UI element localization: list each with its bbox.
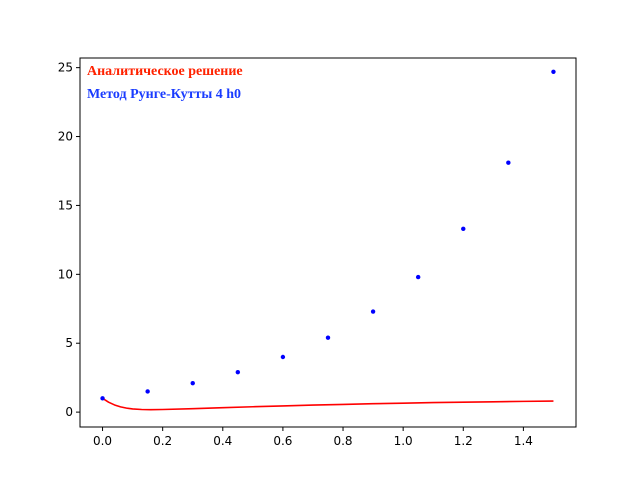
x-tick-label: 0.6 (273, 434, 292, 448)
y-tick-label: 25 (58, 61, 73, 75)
rk4-point (280, 354, 286, 360)
y-tick-label: 20 (58, 130, 73, 144)
x-axis: 0.0 0.2 0.4 0.6 0.8 1.0 1.2 1.4 (93, 427, 533, 448)
y-tick-label: 10 (58, 267, 73, 281)
legend-entry-rk4: Метод Рунге-Кутты 4 h0 (87, 87, 241, 102)
rk4-point (415, 274, 421, 280)
x-tick-label: 0.2 (153, 434, 172, 448)
series-layer (100, 69, 556, 411)
rk4-point (145, 389, 150, 394)
rk4-point (370, 309, 376, 314)
rk4-point (461, 226, 466, 232)
rk4-point (551, 69, 556, 74)
x-tick-label: 1.4 (514, 434, 533, 448)
x-tick-label: 1.0 (394, 434, 413, 448)
y-tick-label: 0 (65, 405, 73, 419)
legend-entry-analytic: Аналитическое решение (87, 64, 243, 79)
y-axis: 0 5 10 15 20 25 (58, 61, 80, 419)
plot-area (80, 58, 576, 427)
rk4-point (325, 335, 331, 340)
y-tick-label: 5 (65, 336, 73, 350)
x-tick-label: 0.4 (213, 434, 232, 448)
legend: Аналитическое решение Метод Рунге-Кутты … (87, 64, 243, 102)
x-tick-label: 0.8 (333, 434, 352, 448)
x-tick-label: 1.2 (454, 434, 473, 448)
rk4-point (190, 380, 195, 386)
analytic-solution-line (102, 397, 554, 411)
rk4-point (235, 369, 241, 375)
plot-frame (79, 57, 577, 428)
y-tick-label: 15 (58, 198, 73, 212)
x-tick-label: 0.0 (93, 434, 112, 448)
rk4-point (506, 160, 511, 165)
rk4-point (100, 396, 105, 401)
